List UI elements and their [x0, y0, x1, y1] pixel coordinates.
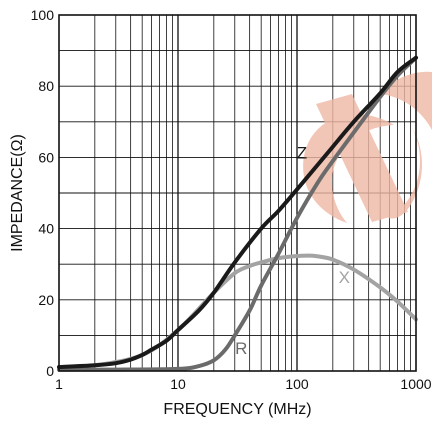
x-tick-label: 1000: [400, 376, 431, 392]
series-line-z: [57, 55, 418, 370]
curve-labels: Z R X: [235, 143, 350, 358]
y-tick-label: 80: [38, 78, 54, 94]
x-axis-label: FREQUENCY (MHz): [163, 401, 311, 418]
plot-frame: [58, 14, 417, 372]
x-tick-label: 1: [55, 376, 63, 392]
watermark-arc-left: [303, 113, 394, 223]
watermark-arc-right: [388, 128, 423, 219]
curve-label-z: Z: [297, 143, 307, 162]
curve-label-x: X: [339, 268, 350, 287]
x-tick-label: 100: [285, 376, 309, 392]
watermark-slash: [316, 94, 408, 222]
y-tick-label: 40: [38, 221, 54, 237]
series-layer: [57, 55, 418, 372]
series-line-r: [57, 55, 418, 372]
x-tick-label: 10: [170, 376, 186, 392]
y-tick-label: 20: [38, 292, 54, 308]
tick-labels: 1 10 100 1000 0 20 40 60 80 100: [31, 7, 432, 392]
y-tick-label: 60: [38, 149, 54, 165]
y-axis-label: IMPEDANCE(Ω): [9, 134, 26, 252]
curve-label-r: R: [235, 339, 247, 358]
watermark-cap: [380, 71, 432, 130]
logo-watermark: [303, 71, 432, 223]
y-tick-label: 100: [31, 7, 55, 23]
y-tick-label: 0: [46, 363, 54, 379]
